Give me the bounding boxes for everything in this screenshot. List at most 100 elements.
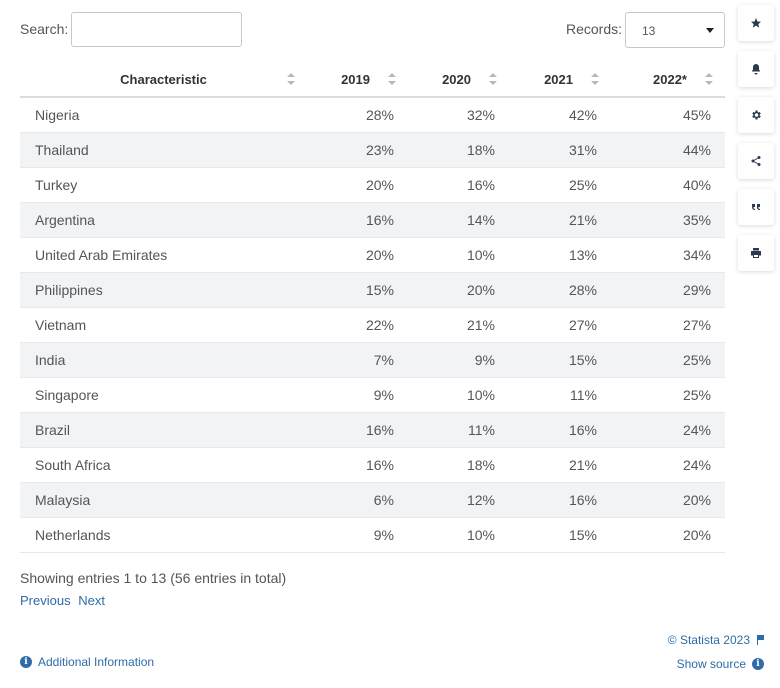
value-2021-cell: 21% bbox=[509, 202, 611, 238]
table-row: Philippines 15% 20% 28% 29% bbox=[20, 272, 725, 308]
value-2019-cell: 15% bbox=[307, 272, 408, 308]
value-2022-cell: 44% bbox=[611, 132, 725, 168]
value-2021-cell: 16% bbox=[509, 412, 611, 448]
show-source-label: Show source bbox=[676, 657, 746, 671]
value-2022-cell: 27% bbox=[611, 307, 725, 343]
value-2020-cell: 10% bbox=[408, 377, 509, 413]
bookmark-button[interactable] bbox=[738, 5, 774, 41]
info-icon: i bbox=[20, 656, 32, 668]
value-2019-cell: 6% bbox=[307, 482, 408, 518]
value-2020-cell: 18% bbox=[408, 132, 509, 168]
value-2022-cell: 45% bbox=[611, 97, 725, 133]
value-2020-cell: 20% bbox=[408, 272, 509, 308]
value-2019-cell: 16% bbox=[307, 202, 408, 238]
value-2021-cell: 31% bbox=[509, 132, 611, 168]
bell-icon bbox=[752, 64, 760, 75]
previous-page-link[interactable]: Previous bbox=[20, 593, 71, 608]
value-2019-cell: 9% bbox=[307, 517, 408, 553]
column-header-label: 2019 bbox=[341, 72, 370, 87]
value-2020-cell: 10% bbox=[408, 517, 509, 553]
table-row: Vietnam 22% 21% 27% 27% bbox=[20, 307, 725, 343]
value-2019-cell: 7% bbox=[307, 342, 408, 378]
value-2022-cell: 35% bbox=[611, 202, 725, 238]
value-2021-cell: 13% bbox=[509, 237, 611, 273]
value-2020-cell: 21% bbox=[408, 307, 509, 343]
chevron-down-icon bbox=[706, 28, 714, 33]
country-cell: Thailand bbox=[20, 132, 307, 168]
table-row: Nigeria 28% 32% 42% 45% bbox=[20, 97, 725, 133]
column-header-2021[interactable]: 2021 bbox=[509, 63, 611, 98]
value-2022-cell: 34% bbox=[611, 237, 725, 273]
value-2020-cell: 9% bbox=[408, 342, 509, 378]
settings-button[interactable] bbox=[738, 97, 774, 133]
print-icon bbox=[751, 248, 761, 258]
copyright-label: © Statista 2023 bbox=[667, 633, 750, 647]
value-2022-cell: 24% bbox=[611, 412, 725, 448]
country-cell: Vietnam bbox=[20, 307, 307, 343]
sort-icon[interactable] bbox=[287, 73, 295, 85]
value-2022-cell: 40% bbox=[611, 167, 725, 203]
value-2019-cell: 9% bbox=[307, 377, 408, 413]
value-2019-cell: 28% bbox=[307, 97, 408, 133]
share-icon bbox=[751, 156, 761, 166]
value-2022-cell: 24% bbox=[611, 447, 725, 483]
value-2021-cell: 42% bbox=[509, 97, 611, 133]
column-header-2020[interactable]: 2020 bbox=[408, 63, 509, 98]
table-row: Netherlands 9% 10% 15% 20% bbox=[20, 517, 725, 553]
gear-icon bbox=[752, 110, 761, 120]
additional-information-label: Additional Information bbox=[38, 655, 155, 669]
data-table: Characteristic 2019 2020 2021 2022* Nige… bbox=[20, 63, 725, 553]
flag-icon bbox=[756, 635, 764, 645]
column-header-label: 2022* bbox=[653, 72, 687, 87]
column-header-label: Characteristic bbox=[120, 72, 207, 87]
column-header-2022[interactable]: 2022* bbox=[611, 63, 725, 98]
records-select[interactable]: 13 bbox=[625, 12, 725, 48]
value-2019-cell: 20% bbox=[307, 167, 408, 203]
table-row: Argentina 16% 14% 21% 35% bbox=[20, 202, 725, 238]
print-button[interactable] bbox=[738, 235, 774, 271]
column-header-2019[interactable]: 2019 bbox=[307, 63, 408, 98]
country-cell: Malaysia bbox=[20, 482, 307, 518]
sort-icon[interactable] bbox=[388, 73, 396, 85]
share-button[interactable] bbox=[738, 143, 774, 179]
sort-icon[interactable] bbox=[705, 73, 713, 85]
country-cell: Philippines bbox=[20, 272, 307, 308]
value-2020-cell: 10% bbox=[408, 237, 509, 273]
table-row: Malaysia 6% 12% 16% 20% bbox=[20, 482, 725, 518]
value-2020-cell: 18% bbox=[408, 447, 509, 483]
value-2021-cell: 28% bbox=[509, 272, 611, 308]
column-header-characteristic[interactable]: Characteristic bbox=[20, 63, 307, 98]
table-header-row: Characteristic 2019 2020 2021 2022* bbox=[20, 63, 725, 98]
country-cell: South Africa bbox=[20, 447, 307, 483]
country-cell: Nigeria bbox=[20, 97, 307, 133]
column-header-label: 2020 bbox=[442, 72, 471, 87]
sort-icon[interactable] bbox=[591, 73, 599, 85]
sort-icon[interactable] bbox=[489, 73, 497, 85]
country-cell: India bbox=[20, 342, 307, 378]
value-2020-cell: 16% bbox=[408, 167, 509, 203]
value-2021-cell: 21% bbox=[509, 447, 611, 483]
side-toolbar bbox=[738, 5, 774, 281]
show-source-link[interactable]: Show source i bbox=[677, 657, 764, 671]
country-cell: Turkey bbox=[20, 167, 307, 203]
table-row: Brazil 16% 11% 16% 24% bbox=[20, 412, 725, 448]
value-2022-cell: 29% bbox=[611, 272, 725, 308]
search-label: Search: bbox=[20, 21, 69, 37]
pagination: Previous Next bbox=[20, 593, 109, 608]
value-2019-cell: 16% bbox=[307, 447, 408, 483]
copyright-link[interactable]: © Statista 2023 bbox=[668, 633, 764, 647]
country-cell: Netherlands bbox=[20, 517, 307, 553]
next-page-link[interactable]: Next bbox=[78, 593, 105, 608]
value-2022-cell: 20% bbox=[611, 517, 725, 553]
records-label: Records: bbox=[566, 21, 623, 37]
quote-icon bbox=[752, 204, 760, 210]
value-2019-cell: 16% bbox=[307, 412, 408, 448]
value-2022-cell: 25% bbox=[611, 342, 725, 378]
country-cell: United Arab Emirates bbox=[20, 237, 307, 273]
notification-button[interactable] bbox=[738, 51, 774, 87]
table-row: Singapore 9% 10% 11% 25% bbox=[20, 377, 725, 413]
additional-information-link[interactable]: i Additional Information bbox=[20, 655, 154, 669]
search-input[interactable] bbox=[71, 12, 242, 47]
table-row: India 7% 9% 15% 25% bbox=[20, 342, 725, 378]
cite-button[interactable] bbox=[738, 189, 774, 225]
